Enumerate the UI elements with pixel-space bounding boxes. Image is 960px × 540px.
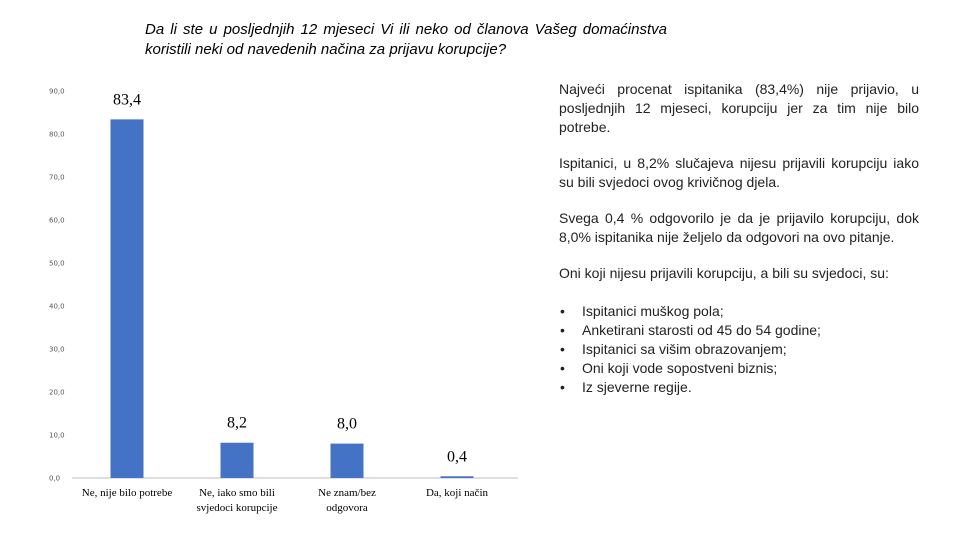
y-tick-label: 70,0 (49, 174, 65, 182)
y-tick-label: 20,0 (49, 389, 65, 397)
category-label: svjedoci korupcije (197, 502, 278, 514)
data-labels: 83,4 8,2 8,0 0,4 (113, 91, 467, 465)
category-labels: Ne, nije bilo potrebe Ne, iako smo bili sv… (82, 487, 489, 514)
bar (220, 442, 254, 478)
y-tick-label: 0,0 (49, 475, 60, 483)
y-axis-ticks: 0,0 10,0 20,0 30,0 40,0 50,0 60,0 70,0 80,0 90,0 (49, 88, 65, 483)
bar (110, 119, 144, 478)
y-tick-label: 90,0 (49, 88, 65, 96)
category-label: Ne, iako smo bili (199, 487, 275, 499)
bullet-icon: • (560, 341, 565, 357)
bar (440, 476, 474, 478)
bar (330, 443, 364, 478)
list-item-text: Iz sjeverne regije. (582, 379, 692, 395)
list-item-text: Ispitanici sa višim obrazovanjem; (582, 341, 787, 357)
bullet-icon: • (560, 322, 565, 338)
data-label: 0,4 (447, 448, 467, 465)
list-item-text: Ispitanici muškog pola; (582, 303, 724, 319)
y-tick-label: 80,0 (49, 131, 65, 139)
commentary-paragraph: Oni koji nijesu prijavili korupciju, a b… (559, 265, 889, 281)
y-tick-label: 60,0 (49, 217, 65, 225)
witness-profile-list: • Ispitanici muškog pola; • Anketirani sta… (559, 302, 919, 397)
category-label: Ne znam/bez (318, 487, 376, 499)
commentary-paragraph: Najveći procenat ispitanika (83,4%) nije… (559, 81, 919, 135)
y-tick-label: 40,0 (49, 303, 65, 311)
commentary-panel: Najveći procenat ispitanika (83,4%) nije… (559, 80, 919, 397)
y-tick-label: 10,0 (49, 432, 65, 440)
category-label: Ne, nije bilo potrebe (82, 487, 173, 499)
list-item-text: Oni koji vode sopostveni biznis; (582, 360, 778, 376)
bullet-icon: • (560, 360, 565, 376)
bullet-icon: • (560, 379, 565, 395)
list-item-text: Anketirani starosti od 45 do 54 godine; (582, 322, 821, 338)
category-label: odgovora (326, 502, 368, 514)
bars (110, 119, 474, 478)
commentary-paragraph: Ispitanici, u 8,2% slučajeva nijesu prij… (559, 155, 919, 190)
data-label: 8,0 (337, 416, 357, 433)
y-tick-label: 50,0 (49, 260, 65, 268)
data-label: 83,4 (113, 91, 141, 108)
list-item: • Oni koji vode sopostveni biznis; (559, 359, 919, 378)
data-label: 8,2 (227, 415, 247, 432)
list-item: • Ispitanici muškog pola; (559, 302, 919, 321)
list-item: • Iz sjeverne regije. (559, 378, 919, 397)
category-label: Da, koji način (426, 487, 489, 499)
list-item: • Ispitanici sa višim obrazovanjem; (559, 340, 919, 359)
commentary-paragraph: Svega 0,4 % odgovorilo je da je prijavil… (559, 210, 919, 245)
chart-title: Da li ste u posljednjih 12 mjeseci Vi il… (145, 21, 667, 58)
y-tick-label: 30,0 (49, 346, 65, 354)
bar-chart: 0,010,020,030,040,050,060,070,080,090,0 … (49, 88, 518, 514)
list-item: • Anketirani starosti od 45 do 54 godine; (559, 321, 919, 340)
bullet-icon: • (560, 303, 565, 319)
